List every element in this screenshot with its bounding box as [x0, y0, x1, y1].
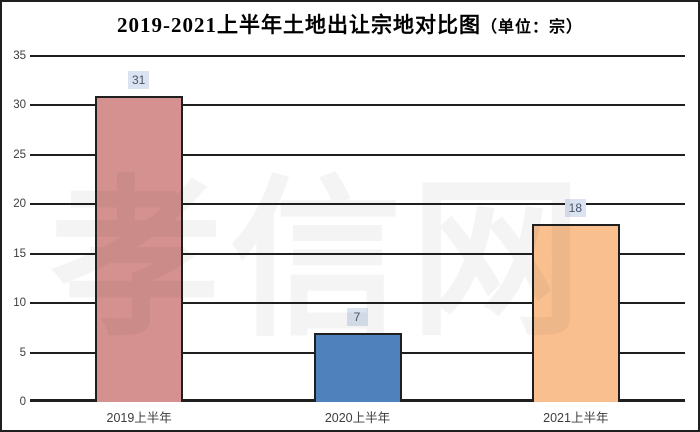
- gridline-y20: [30, 203, 685, 206]
- y-tick-label-15: 15: [13, 247, 26, 260]
- chart-title-unit: （单位：宗）: [480, 19, 583, 36]
- bar-2020上半年: [313, 332, 402, 402]
- gridline-y15: [30, 252, 685, 255]
- bar-value-label-2020上半年: 7: [346, 307, 368, 326]
- x-tick-label-2021上半年: 2021上半年: [543, 411, 609, 425]
- y-tick-label-35: 35: [13, 50, 26, 62]
- bar-value-label-2019上半年: 31: [128, 70, 150, 89]
- y-tick-label-0: 0: [19, 396, 26, 408]
- y-tick-label-25: 25: [13, 148, 26, 161]
- bar-value-label-2021上半年: 18: [564, 199, 586, 218]
- y-tick-label-5: 5: [19, 346, 26, 359]
- gridline-y35: [30, 55, 685, 57]
- chart-title-text: 2019-2021上半年土地出让宗地对比图: [116, 13, 481, 37]
- plot-area: 0 5 10 15 20 25 30 35 31 2019上半年 7 2020上半年 18 2021上半年: [13, 50, 685, 425]
- bar-2021上半年: [531, 224, 620, 402]
- y-tick-label-10: 10: [13, 297, 26, 310]
- x-tick-label-2019上半年: 2019上半年: [106, 411, 172, 425]
- gridline-y30: [30, 104, 685, 107]
- gridline-y25: [30, 153, 685, 156]
- y-tick-label-20: 20: [13, 198, 26, 211]
- x-tick-label-2020上半年: 2020上半年: [324, 411, 391, 425]
- y-tick-label-30: 30: [13, 99, 26, 112]
- chart-title: 2019-2021上半年土地出让宗地对比图（单位：宗）: [2, 9, 698, 39]
- gridline-y10: [30, 302, 685, 305]
- bar-2019上半年: [95, 95, 184, 402]
